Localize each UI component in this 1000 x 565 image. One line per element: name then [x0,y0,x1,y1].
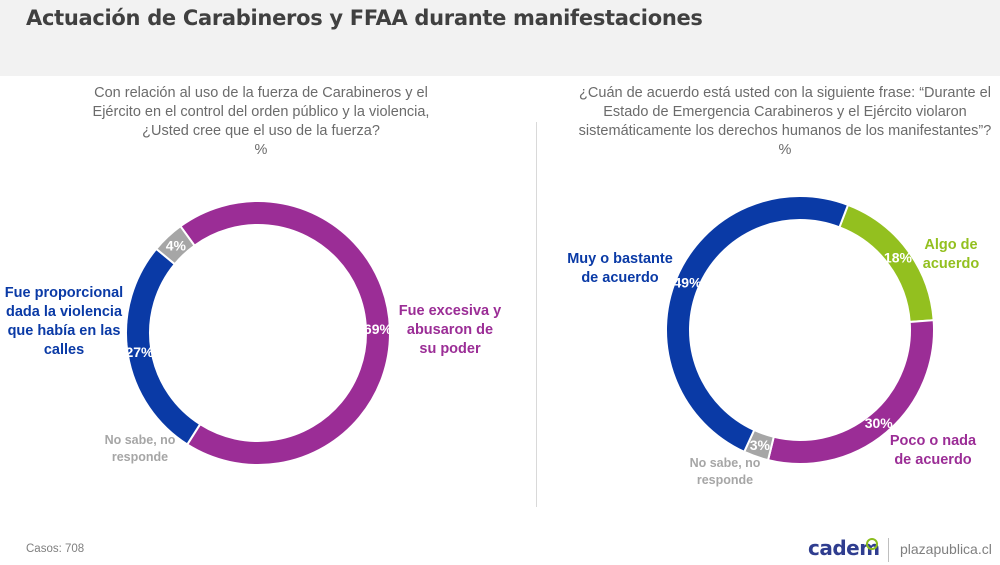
chart1-title: Con relación al uso de la fuerza de Cara… [92,85,430,139]
donut-value-label-2-3: 49% [674,275,703,291]
donut-value-label-2-2: 3% [750,437,771,453]
slice-label-muy-bastante: Muy o bastante de acuerdo [567,251,673,286]
slice-label-no-sabe-1: No sabe, no responde [104,433,176,464]
donut-value-label-1-0: 69% [364,321,393,337]
donut-slice-2-3 [664,195,850,454]
footer-separator [888,538,889,562]
donut-value-label-1-1: 27% [125,344,154,360]
page-title: Actuación de Carabineros y FFAA durante … [26,6,703,30]
site-url: plazapublica.cl [900,541,992,557]
chart2-unit: % [778,142,792,158]
chart-divider [536,122,537,507]
header-bar: Actuación de Carabineros y FFAA durante … [0,0,1000,76]
donut-chart-force-use: 69% 27% 4% [125,200,393,466]
donut-slice-1-0 [179,200,391,466]
donut-slice-1-2 [154,224,196,266]
chart2-title: ¿Cuán de acuerdo está usted con la sigui… [578,85,992,139]
chart1-question: Con relación al uso de la fuerza de Cara… [80,84,442,160]
donut-chart-human-rights: 18% 30% 3% 49% [664,195,935,465]
logo-dot-icon [866,538,878,550]
chart2-question: ¿Cuán de acuerdo está usted con la sigui… [565,84,1000,160]
donut-value-label-2-0: 18% [884,249,913,265]
slice-label-proporcional: Fue proporcional dada la violencia que h… [4,285,124,358]
slice-label-algo-acuerdo: Algo de acuerdo [922,237,980,272]
cases-note: Casos: 708 [26,543,85,555]
slice-label-no-sabe-2: No sabe, no responde [689,456,761,487]
slice-label-poco-nada: Poco o nada de acuerdo [889,433,977,468]
chart1-unit: % [254,142,268,158]
slice-label-excesiva: Fue excesiva y abusaron de su poder [398,303,502,357]
donut-value-label-2-1: 30% [865,415,894,431]
donut-value-label-1-2: 4% [166,238,187,254]
